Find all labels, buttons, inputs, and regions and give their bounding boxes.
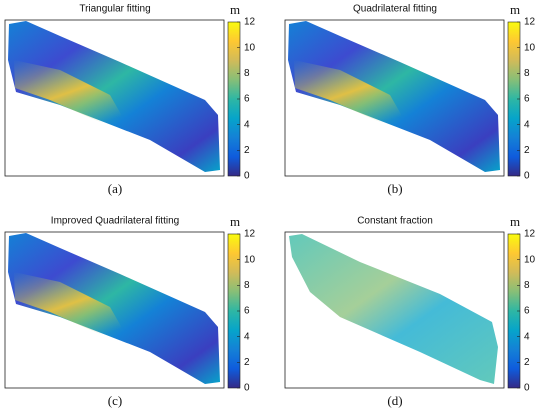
colorbar-tick-label: 8 [244,68,250,79]
panel-caption: (b) [387,181,402,196]
colorbar-tick-label: 0 [244,171,250,182]
colorbar-tick-label: 12 [244,229,256,240]
point-cloud-high [294,60,410,130]
panel-title: Triangular fitting [79,4,150,15]
colorbar-tick-label: 2 [244,145,250,156]
colorbar-tick-label: 8 [244,280,250,291]
point-cloud-high [14,60,130,130]
colorbar-label: m [230,214,240,229]
colorbar-tick-label: 0 [244,383,250,394]
point-cloud [288,21,500,172]
panel-title: Quadrilateral fitting [353,4,437,15]
point-cloud [289,234,498,384]
colorbar-label: m [230,2,240,17]
colorbar-tick-label: 10 [524,254,536,265]
panel-caption: (d) [387,393,402,408]
colorbar-tick-label: 10 [244,42,256,53]
colorbar-tick-label: 2 [524,145,530,156]
point-cloud [8,21,220,172]
colorbar-tick-label: 12 [524,229,536,240]
panel: Improved Quadrilateral fitting m 0 2 4 6 8 10 12… [4,214,256,408]
colorbar-tick-label: 2 [524,357,530,368]
colorbar-tick-label: 12 [524,17,536,28]
colorbar-tick-label: 4 [244,119,250,130]
panel-title: Constant fraction [357,216,433,227]
colorbar-tick-label: 10 [244,254,256,265]
colorbar-label: m [510,214,520,229]
colorbar-tick-label: 8 [524,68,530,79]
colorbar-tick-label: 0 [524,383,530,394]
colorbar-tick-label: 12 [244,17,256,28]
colorbar-tick-label: 0 [524,171,530,182]
colorbar-tick-label: 4 [244,331,250,342]
panel: Triangular fitting m 0 2 4 6 8 10 12 (a) [4,2,256,196]
colorbar-tick-label: 8 [524,280,530,291]
colorbar-tick-label: 6 [524,94,530,105]
panel-title: Improved Quadrilateral fitting [51,216,179,227]
colorbar-tick-label: 2 [244,357,250,368]
panel-caption: (c) [108,393,122,408]
panel: Constant fraction m 0 2 4 6 8 10 12 (d) [284,214,536,408]
panel: Quadrilateral fitting m 0 2 4 6 8 10 12 (b) [284,2,536,196]
colorbar-label: m [510,2,520,17]
colorbar-tick-label: 4 [524,331,530,342]
panel-caption: (a) [108,181,122,196]
colorbar-tick-label: 6 [244,306,250,317]
point-cloud-high [14,272,130,342]
colorbar-tick-label: 4 [524,119,530,130]
colorbar-tick-label: 6 [524,306,530,317]
point-cloud [8,233,220,384]
colorbar-tick-label: 6 [244,94,250,105]
colorbar-tick-label: 10 [524,42,536,53]
